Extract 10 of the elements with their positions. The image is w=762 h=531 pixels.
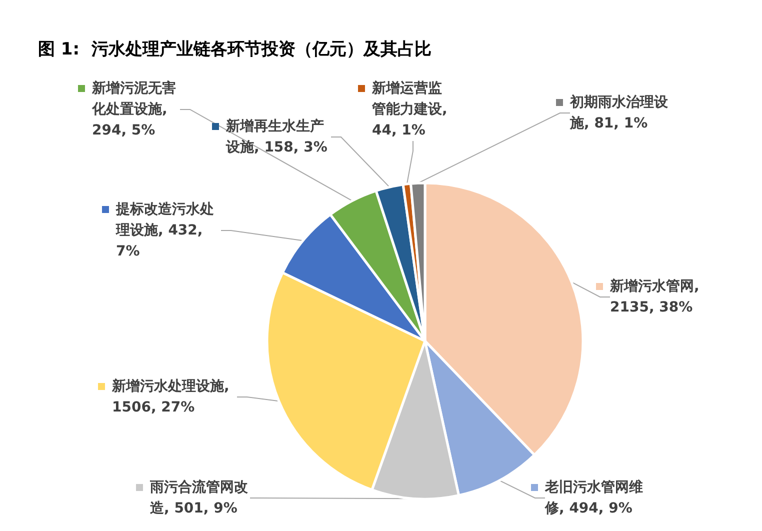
legend-label: 新增运营监管能力建设, 44, 1% <box>371 80 452 138</box>
legend-label: 新增污水管网, 2135, 38% <box>609 278 704 316</box>
legend-label: 初期雨水治理设施, 81, 1% <box>569 94 669 132</box>
legend-label: 老旧污水管网维修, 494, 9% <box>544 478 643 516</box>
legend-label: 新增再生水生产设施, 158, 3% <box>225 118 328 156</box>
legend-label: 雨污合流管网改造, 501, 9% <box>149 478 249 516</box>
legend-label: 新增污水处理设施, 1506, 27% <box>111 378 234 416</box>
legend-label: 提标改造污水处理设施, 432, 7% <box>115 202 214 260</box>
legend-label: 新增污泥无害化处置设施, 294, 5% <box>91 80 176 138</box>
chart-title: 图 1: 污水处理产业链各环节投资（亿元）及其占比 <box>38 40 432 60</box>
